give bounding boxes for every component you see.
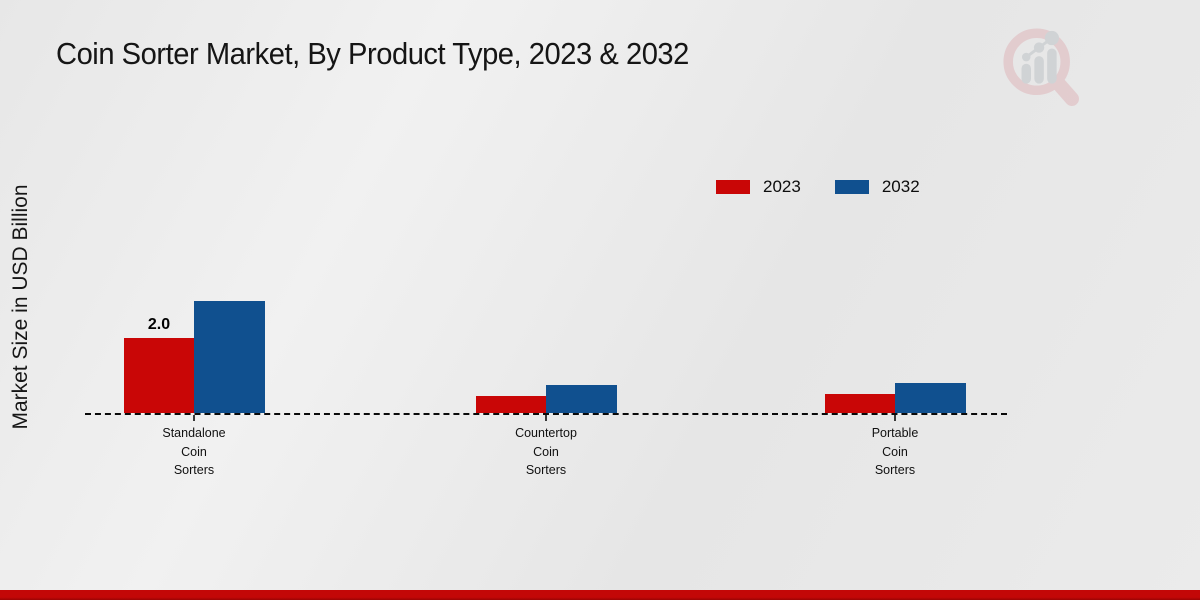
category-label: Countertop Coin Sorters: [515, 426, 577, 477]
bar-2023-category-2: [824, 394, 895, 413]
magnifier-bar-chart-logo-icon: [1003, 28, 1079, 106]
bar-2032-category-0: [194, 300, 265, 413]
legend-item-2032: 2032: [834, 177, 920, 197]
category-label: Standalone Coin Sorters: [162, 426, 226, 477]
footer-brand-bar: [0, 590, 1200, 600]
legend-item-2023: 2023: [716, 177, 801, 197]
bar-2032-category-2: [895, 383, 966, 413]
legend: 2023 2032: [716, 177, 920, 197]
legend-swatch-2032-icon: [834, 180, 869, 194]
bar-2032-category-1: [546, 384, 617, 413]
legend-label-2023: 2023: [763, 177, 801, 196]
chart-title: Coin Sorter Market, By Product Type, 202…: [56, 36, 689, 71]
x-axis-tick: [545, 415, 547, 421]
x-axis-tick: [894, 415, 896, 421]
bar-value-label: 2.0: [147, 316, 171, 333]
bar-2023-category-0: [123, 338, 194, 413]
legend-swatch-2023-icon: [716, 180, 750, 194]
x-axis-tick: [193, 415, 195, 421]
category-label: Portable Coin Sorters: [871, 426, 919, 477]
bar-2023-category-1: [475, 396, 546, 413]
x-axis-baseline: [85, 413, 1007, 415]
legend-label-2032: 2032: [881, 177, 920, 196]
